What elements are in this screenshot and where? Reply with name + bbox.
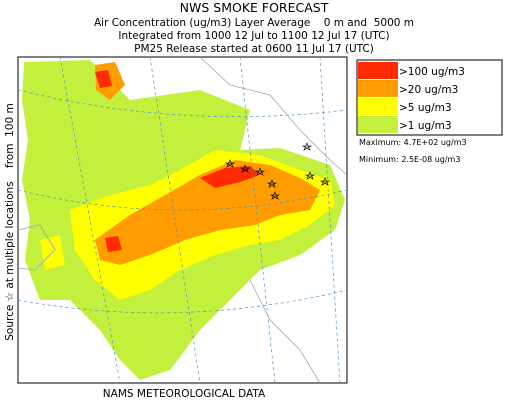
legend-swatch [358,62,398,79]
legend-label: >5 ug/m3 [399,102,452,114]
source-markers [224,142,331,200]
footer: NAMS METEOROLOGICAL DATA [103,388,266,400]
legend-maximum: Maximum: 4.7E+02 ug/m3 [359,138,467,147]
legend-label: >20 ug/m3 [399,84,458,96]
legend: >100 ug/m3 >20 ug/m3 >5 ug/m3 >1 ug/m3 Maxi… [356,59,503,164]
legend-swatch [358,98,398,115]
map [17,56,348,384]
legend-minimum: Minimum: 2.5E-08 ug/m3 [359,155,460,164]
legend-items: >100 ug/m3 >20 ug/m3 >5 ug/m3 >1 ug/m3 [358,62,465,133]
legend-label: >1 ug/m3 [399,120,452,132]
title: NWS SMOKE FORECAST [180,0,329,15]
plume [22,60,345,380]
coastline [17,56,348,384]
legend-swatch [358,116,398,133]
plume-level [95,62,320,265]
legend-label: >100 ug/m3 [399,66,465,78]
graticule [17,56,348,384]
subtitle: Air Concentration (ug/m3) Layer Average … [94,17,414,29]
source-label: Source ☆ at multiple locations from 100 … [4,103,16,340]
subtitle: PM25 Release started at 0600 11 Jul 17 (… [134,43,374,55]
subtitle: Integrated from 1000 12 Jul to 1100 12 J… [118,30,389,42]
legend-swatch [358,80,398,97]
